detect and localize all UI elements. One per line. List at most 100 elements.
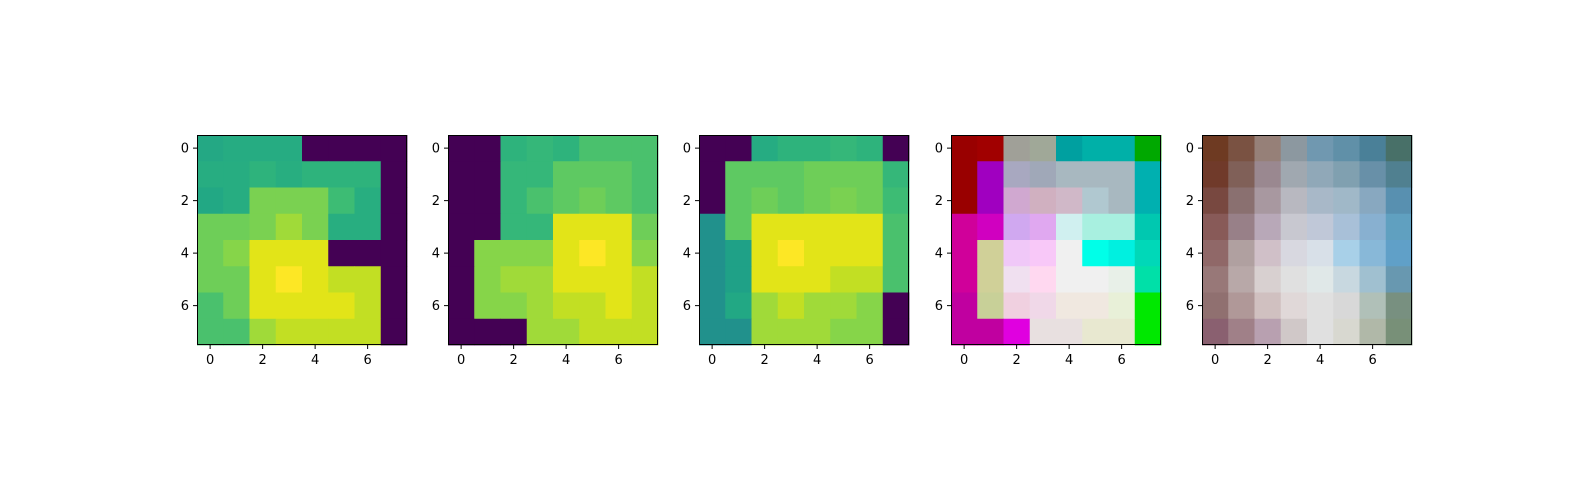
heatmap-cell <box>1109 293 1136 320</box>
heatmap-cell <box>1386 161 1413 188</box>
heatmap-cell <box>1307 188 1334 215</box>
heatmap-cell <box>1228 240 1255 267</box>
heatmap-cell <box>448 214 475 241</box>
y-tick-label: 6 <box>1186 299 1194 314</box>
heatmap-cell <box>328 135 355 162</box>
heatmap-cell <box>725 266 752 293</box>
heatmap-cell <box>752 240 779 267</box>
heatmap-cell <box>527 161 554 188</box>
heatmap-cell <box>1030 293 1057 320</box>
heatmap-cell <box>632 161 659 188</box>
heatmap-cell <box>355 266 382 293</box>
heatmap-cell <box>355 214 382 241</box>
heatmap-cell <box>1030 214 1057 241</box>
heatmap-cell <box>804 135 831 162</box>
x-tick-label: 4 <box>562 353 570 368</box>
heatmap-cell <box>223 293 250 320</box>
heatmap-cell <box>606 135 633 162</box>
heatmap-cell <box>632 214 659 241</box>
heatmap-cell <box>474 188 501 215</box>
heatmap-panel-3: 0 2 4 60246 <box>683 135 910 368</box>
heatmap-cell <box>699 319 726 346</box>
heatmap-cell <box>699 161 726 188</box>
heatmap-cell <box>1056 135 1083 162</box>
heatmap-cell <box>1307 319 1334 346</box>
heatmap-cell <box>1255 266 1282 293</box>
heatmap-cell <box>1004 188 1031 215</box>
heatmap-cell <box>223 240 250 267</box>
heatmap-cell <box>1082 214 1109 241</box>
heatmap-cell <box>1386 135 1413 162</box>
heatmap-cell <box>381 240 408 267</box>
heatmap-cell <box>951 188 978 215</box>
heatmap-cell <box>579 188 606 215</box>
heatmap-cell <box>302 319 329 346</box>
heatmap-cell <box>699 293 726 320</box>
heatmap-cell <box>250 240 277 267</box>
heatmap-cell <box>1030 266 1057 293</box>
heatmap-cell <box>1228 293 1255 320</box>
heatmap-cell <box>752 293 779 320</box>
heatmap-cell <box>725 319 752 346</box>
heatmap-cell <box>276 188 303 215</box>
x-tick-label: 6 <box>363 353 371 368</box>
heatmap-cell <box>606 319 633 346</box>
heatmap-cell <box>606 293 633 320</box>
heatmap-cell <box>1056 319 1083 346</box>
heatmap-panel-4: 0 2 4 6 0 2 4 6 <box>935 135 1162 368</box>
heatmap-cell <box>527 266 554 293</box>
heatmap-cell <box>1307 135 1334 162</box>
heatmap-cell <box>553 293 580 320</box>
heatmap-cell <box>579 135 606 162</box>
y-tick-label: 2 <box>683 194 691 209</box>
x-tick-label: 4 <box>1316 353 1324 368</box>
heatmap-cell <box>830 293 857 320</box>
heatmap-cell <box>1202 214 1229 241</box>
heatmap-cell <box>474 214 501 241</box>
heatmap-cell <box>1056 214 1083 241</box>
heatmap-cell <box>250 266 277 293</box>
heatmap-cell <box>223 161 250 188</box>
x-tick-label: 6 <box>614 353 622 368</box>
heatmap-cell <box>1360 319 1387 346</box>
heatmap-cell <box>1360 240 1387 267</box>
heatmap-cell <box>883 266 910 293</box>
heatmap-cell <box>752 266 779 293</box>
heatmap-cell <box>830 319 857 346</box>
heatmap-cell <box>276 266 303 293</box>
heatmap-cell <box>448 293 475 320</box>
heatmap-cell <box>1281 319 1308 346</box>
heatmap-cell <box>606 240 633 267</box>
heatmap-cell <box>951 319 978 346</box>
heatmap-cell <box>1228 266 1255 293</box>
heatmap-cell <box>725 214 752 241</box>
heatmap-cell <box>804 266 831 293</box>
y-tick-label: 0 <box>935 142 943 157</box>
heatmap-cell <box>606 266 633 293</box>
y-tick-label: 6 <box>935 299 943 314</box>
panels: 0 2 4 602460 2 4 602460 2 4 602460 2 4 602460 2 4 60246 <box>181 135 1413 368</box>
heatmap-panel-2: 0 2 4 6 0 2 4 6 <box>432 135 659 368</box>
heatmap-cell <box>381 188 408 215</box>
y-tick-label: 4 <box>683 247 691 262</box>
heatmap-cell <box>1202 293 1229 320</box>
heatmap-cell <box>632 266 659 293</box>
heatmap-cell <box>1202 319 1229 346</box>
heatmap-cell <box>1135 266 1162 293</box>
heatmap-cell <box>448 135 475 162</box>
y-tick-label: 6 <box>181 299 189 314</box>
heatmap-cell <box>250 161 277 188</box>
heatmap-cell <box>778 319 805 346</box>
heatmap-cell <box>579 240 606 267</box>
heatmap-cell <box>883 214 910 241</box>
heatmap-cell <box>276 319 303 346</box>
heatmap-cell <box>699 266 726 293</box>
heatmap-cell <box>857 240 884 267</box>
heatmap-cell <box>501 319 528 346</box>
heatmap-cell <box>276 161 303 188</box>
heatmap-cell <box>448 266 475 293</box>
heatmap-cell <box>197 135 224 162</box>
heatmap-cell <box>579 319 606 346</box>
heatmap-cell <box>474 135 501 162</box>
heatmap-cell <box>1307 240 1334 267</box>
